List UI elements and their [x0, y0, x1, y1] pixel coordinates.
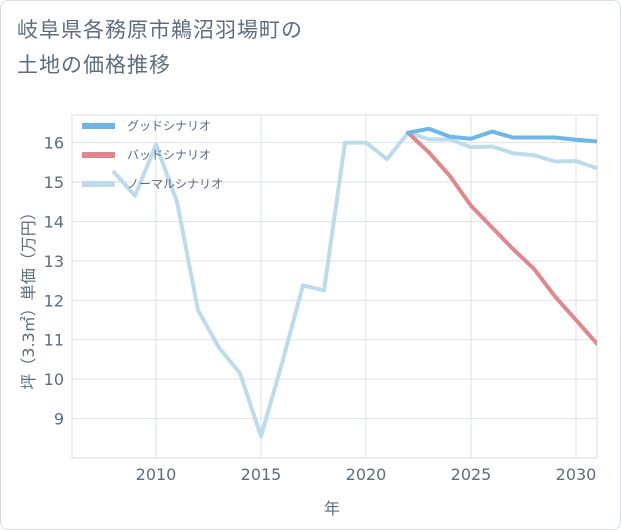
plot-area-border: [71, 114, 598, 459]
x-tick-label: 2025: [451, 465, 492, 484]
y-tick-label: 16: [44, 134, 64, 153]
series-line: [406, 130, 597, 346]
y-tick-label: 10: [44, 370, 64, 389]
y-tick-label: 12: [44, 291, 64, 310]
tick-labels: 2010 2015 2020 2025 2030 9 10 11 12 13 14 15 16: [44, 134, 597, 484]
chart-title: 岐阜県各務原市鵜沼羽場町の 土地の価格推移: [17, 13, 577, 83]
chart-title-line-1: 岐阜県各務原市鵜沼羽場町の: [17, 18, 303, 42]
x-tick-label: 2030: [556, 465, 597, 484]
legend-label: バッドシナリオ: [127, 148, 211, 162]
y-tick-label: 13: [44, 252, 64, 271]
y-tick-label: 15: [44, 173, 64, 192]
x-tick-label: 2020: [346, 465, 387, 484]
y-tick-label: 11: [44, 331, 64, 350]
y-tick-label: 9: [54, 410, 64, 429]
series-lines: [112, 126, 597, 439]
chart-title-line-2: 土地の価格推移: [17, 53, 171, 77]
series-line: [406, 126, 597, 144]
legend-label: グッドシナリオ: [127, 119, 211, 133]
legend-label: ノーマルシナリオ: [127, 177, 223, 191]
grid-lines: [72, 115, 597, 458]
series-line: [112, 130, 597, 439]
x-tick-label: 2010: [136, 465, 177, 484]
x-tick-label: 2015: [241, 465, 282, 484]
y-axis-label: 坪（3.3㎡）単価（万円）: [19, 204, 38, 389]
y-tick-label: 14: [44, 212, 64, 231]
x-axis-label: 年: [324, 499, 340, 518]
